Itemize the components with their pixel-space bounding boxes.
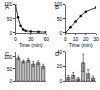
svg-text:0: 0: [10, 78, 13, 84]
svg-text:Time (min): Time (min): [19, 42, 43, 48]
svg-text:Time (min): Time (min): [69, 42, 93, 48]
svg-text:0: 0: [59, 30, 62, 36]
svg-text:B: B: [55, 4, 59, 10]
svg-text:100: 100: [4, 1, 13, 7]
svg-text:20: 20: [83, 36, 89, 42]
svg-text:0: 0: [14, 36, 17, 42]
svg-text:40: 40: [57, 49, 63, 55]
svg-text:50: 50: [7, 66, 13, 72]
svg-text:10: 10: [73, 36, 79, 42]
svg-text:50: 50: [57, 16, 63, 22]
svg-text:60: 60: [43, 36, 49, 42]
svg-text:100: 100: [4, 54, 13, 60]
svg-text:0: 0: [10, 30, 13, 36]
svg-text:50: 50: [7, 16, 13, 22]
svg-text:30: 30: [93, 36, 99, 42]
svg-text:30: 30: [28, 36, 34, 42]
svg-text:D: D: [55, 51, 60, 57]
svg-text:20: 20: [57, 63, 63, 69]
svg-text:100: 100: [54, 1, 63, 7]
svg-text:0: 0: [64, 36, 67, 42]
svg-text:A: A: [5, 4, 9, 10]
svg-text:C: C: [5, 51, 10, 57]
svg-text:0: 0: [59, 78, 62, 84]
